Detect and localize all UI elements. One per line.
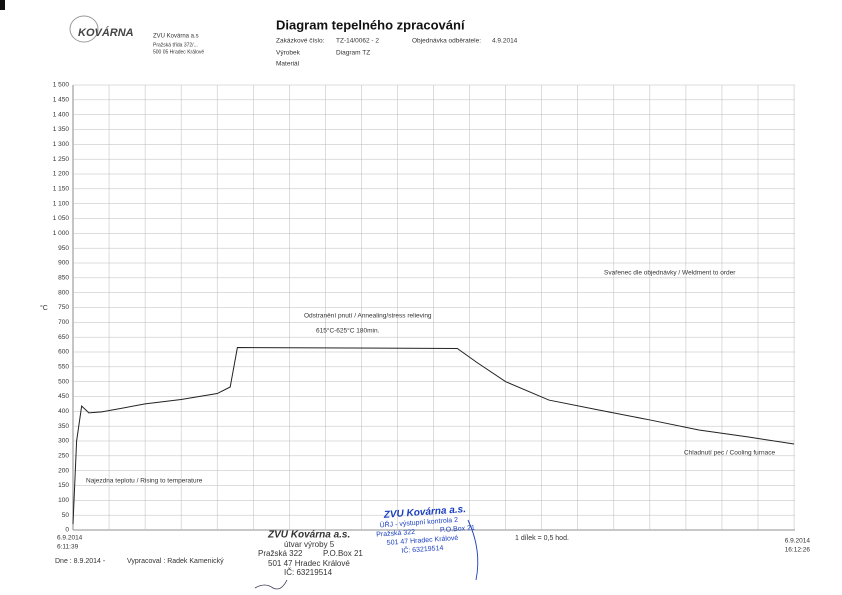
y-tick-label: 1 100 [53, 200, 70, 207]
address: 500 05 Hradec Králové [153, 49, 204, 55]
y-tick-label: 750 [58, 304, 69, 311]
y-tick-label: 800 [58, 289, 69, 296]
stamp-line: P.O.Box 21 [323, 549, 363, 558]
y-tick-label: 150 [58, 482, 69, 489]
y-tick-label: 1 500 [53, 82, 70, 89]
footer-author: Vypracoval : Radek Kamenický [127, 558, 224, 565]
y-tick-label: 1 450 [53, 97, 70, 104]
y-tick-label: 650 [58, 334, 69, 341]
stamp-line: útvar výroby 5 [284, 540, 335, 549]
value: 4.9.2014 [492, 38, 518, 45]
label: Výrobek [276, 50, 301, 57]
y-tick-label: 1 250 [53, 156, 70, 163]
annotation: 615°C-625°C 180min. [316, 327, 380, 335]
grid-step-label: 1 dílek = 0,5 hod. [515, 535, 569, 542]
annotation: Najezdna teplotu / Rising to temperature [86, 478, 203, 485]
signature [254, 579, 288, 590]
stamp-line: 501 47 Hradec Králové [268, 559, 350, 568]
y-tick-label: 0 [65, 527, 69, 534]
footer-date: Dne : 8.9.2014 - [55, 558, 106, 565]
y-tick-label: 500 [58, 378, 69, 385]
y-tick-label: 100 [58, 497, 69, 504]
stamp-line: Pražská 322 [258, 549, 303, 558]
stamp-line: ZVU Kovárna a.s. [267, 530, 350, 541]
annotation: Odstranění pnutí / Annealing/stress reli… [304, 313, 432, 320]
address: Pražská třída 372/... [153, 42, 198, 48]
x-end-date: 6.9.2014 [785, 538, 811, 545]
value: TZ-14/0062 - 2 [336, 38, 379, 45]
y-tick-label: 1 350 [53, 126, 70, 133]
scan-mark [0, 0, 5, 10]
stamp-line: IČ: 63219514 [284, 568, 333, 577]
value: Diagram TZ [336, 50, 370, 57]
temperature-line [72, 347, 795, 525]
y-tick-label: 550 [58, 364, 69, 371]
label: Zakázkové číslo: [276, 38, 325, 45]
stamp-line: Pražská 322 [376, 529, 415, 539]
y-tick-label: 50 [62, 512, 70, 519]
y-tick-label: 850 [58, 275, 69, 282]
y-tick-label: 950 [58, 245, 69, 252]
title: Diagram tepelného zpracování [276, 17, 465, 32]
y-tick-label: 450 [58, 393, 69, 400]
y-tick-label: 350 [58, 423, 69, 430]
stamp-stroke [467, 519, 479, 581]
y-tick-label: 250 [58, 453, 69, 460]
x-start-time: 6:11:39 [57, 544, 79, 551]
y-tick-label: 200 [58, 467, 69, 474]
label: Objednávka odběratele: [412, 38, 481, 45]
y-tick-label: 1 300 [53, 141, 70, 148]
label: Materiál [276, 61, 300, 68]
x-start-date: 6.9.2014 [57, 535, 83, 542]
y-tick-label: 900 [58, 260, 69, 267]
logo-circle [69, 15, 99, 43]
company: ZVU Kovárna a.s [153, 34, 199, 40]
annotation: Chladnutí pec / Cooling furnace [684, 450, 775, 457]
y-tick-label: 1 000 [53, 230, 70, 237]
stamp-line: P.O.Box 21 [440, 525, 475, 534]
stamp-line: 501 47 Hradec Králové [387, 535, 459, 547]
y-tick-label: 300 [58, 438, 69, 445]
y-tick-label: 400 [58, 408, 69, 415]
y-axis-label: °C [40, 304, 48, 312]
x-end-time: 16:12:26 [785, 547, 811, 554]
y-tick-label: 1 400 [53, 111, 70, 118]
y-tick-label: 1 200 [53, 171, 70, 178]
annotation: Svařenec dle objednávky / Weldment to or… [604, 270, 736, 277]
y-tick-label: 700 [58, 319, 69, 326]
logo: KOVÁRNA [78, 26, 134, 39]
y-tick-label: 1 150 [53, 186, 70, 193]
stamp-line: IČ: 63219514 [401, 543, 444, 555]
y-tick-label: 600 [58, 349, 69, 356]
y-tick-label: 1 050 [53, 215, 70, 222]
